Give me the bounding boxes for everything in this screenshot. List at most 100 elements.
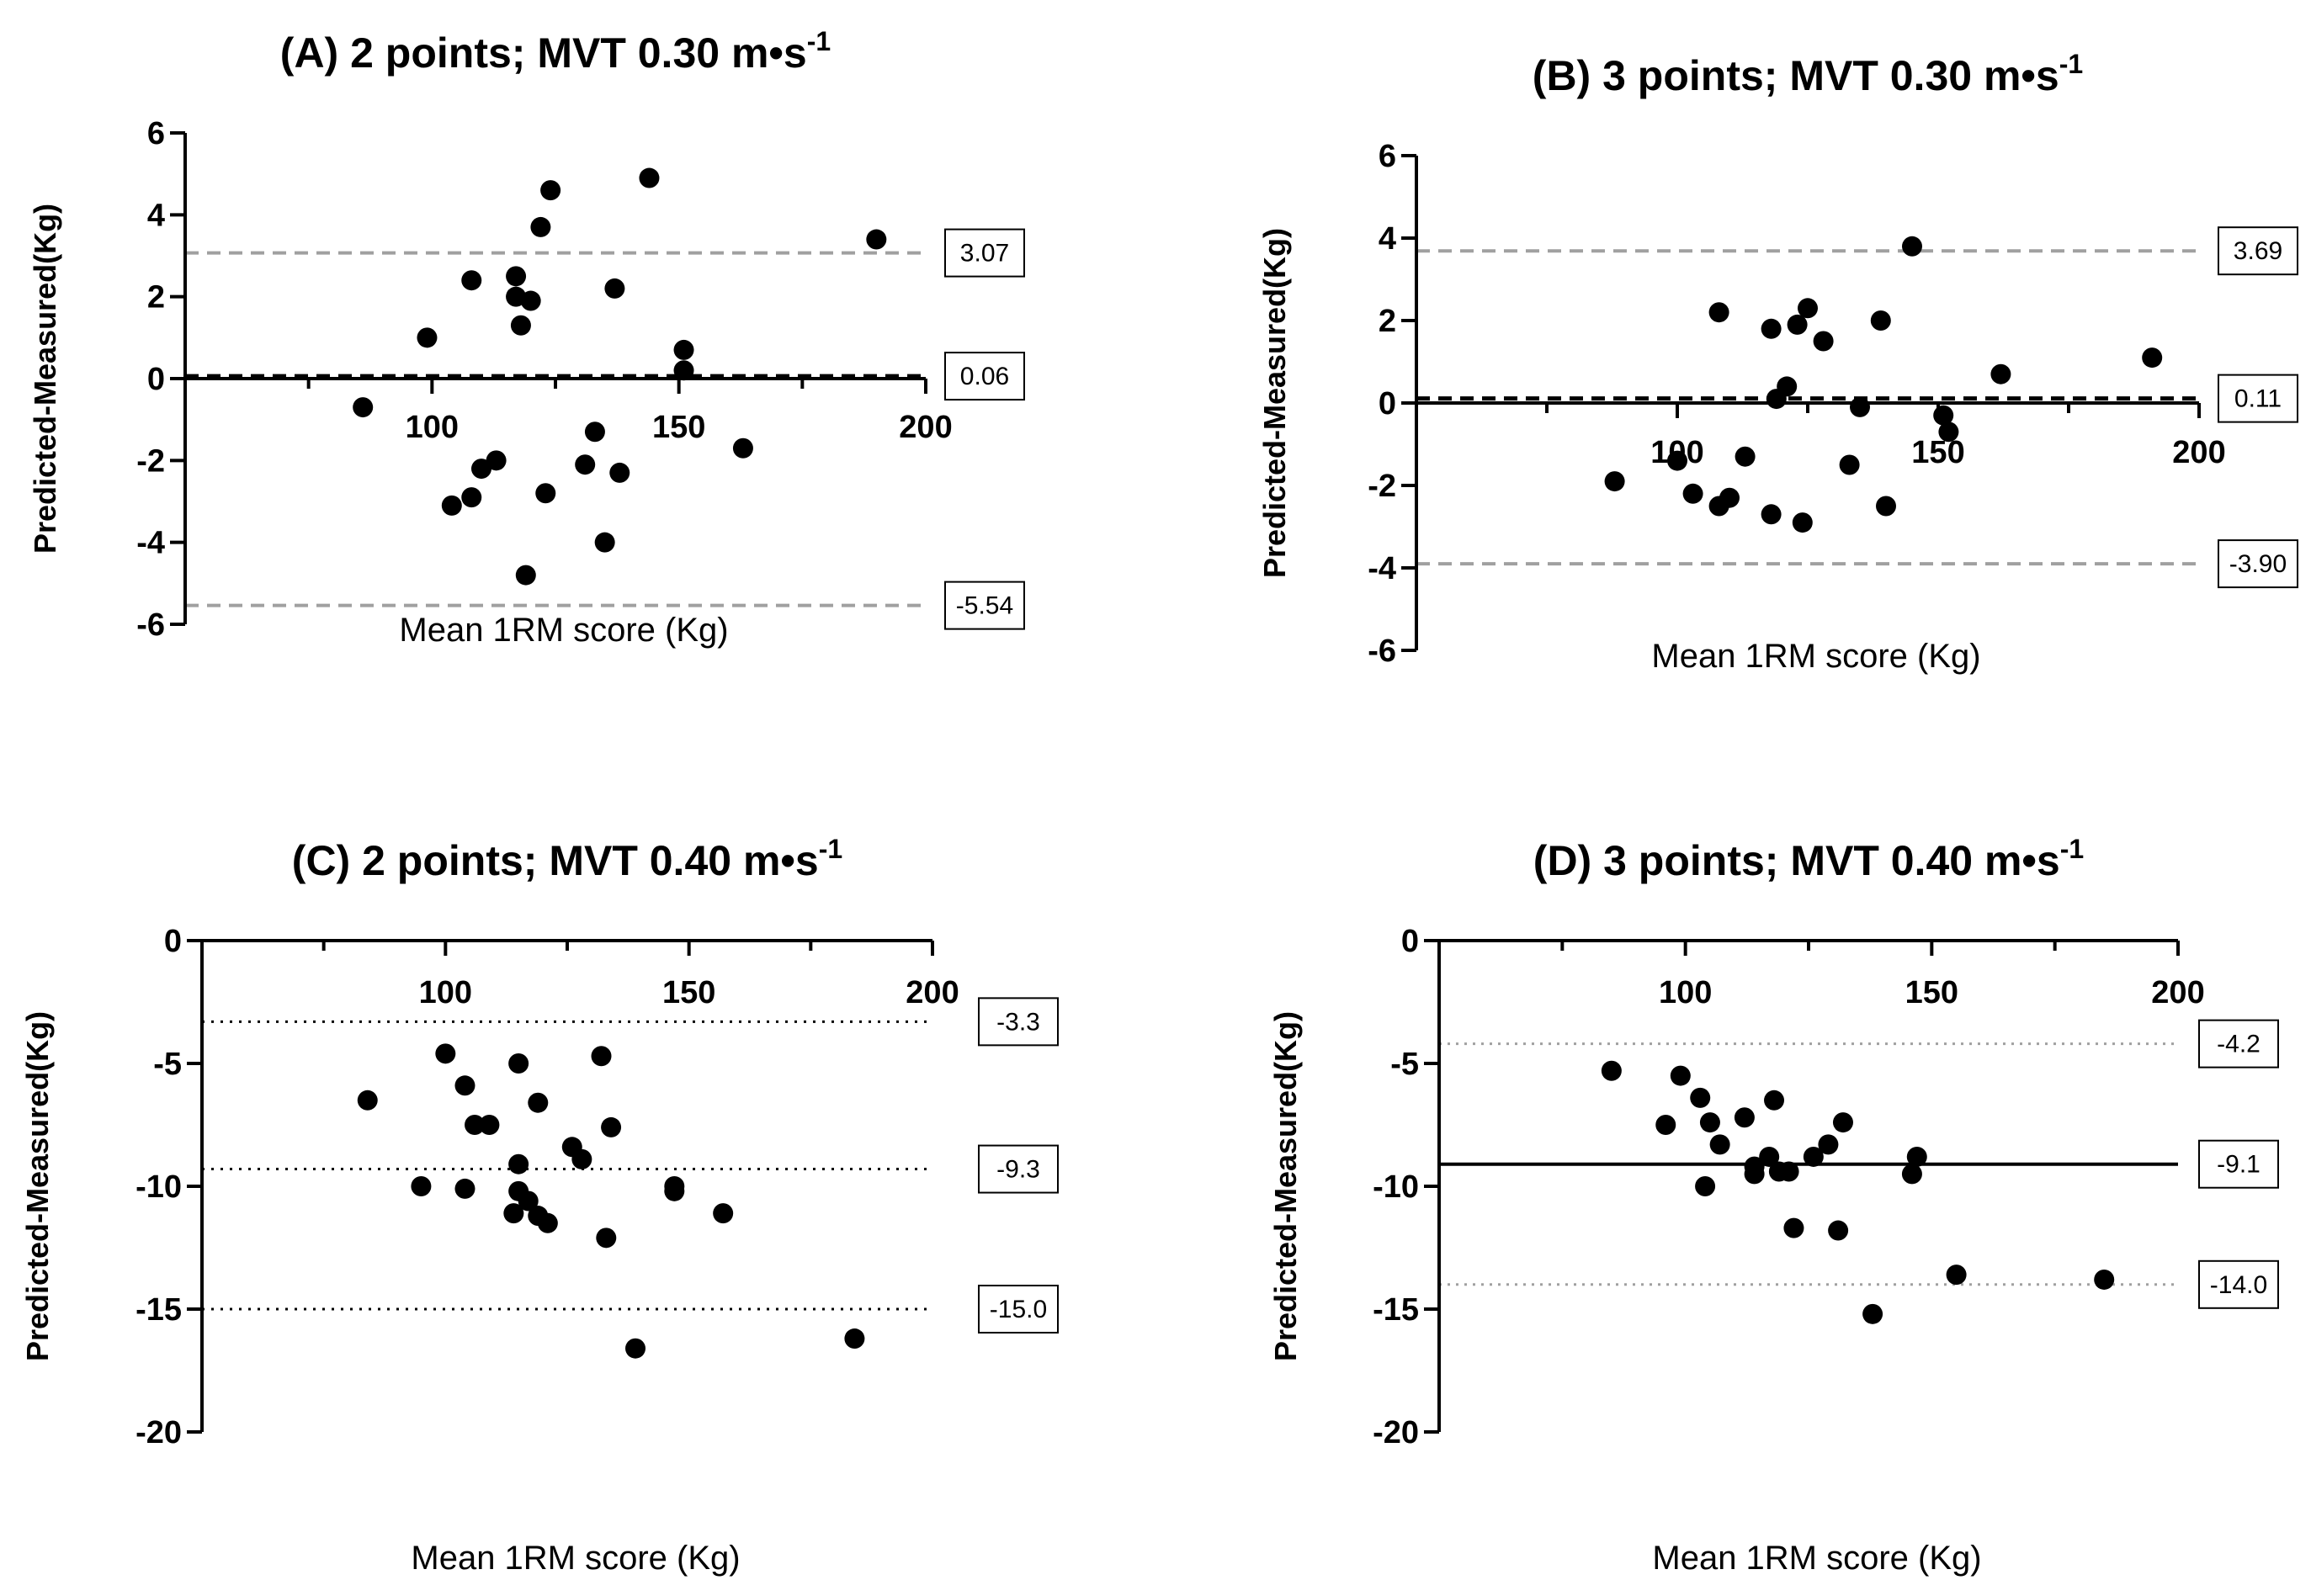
data-point — [503, 1203, 524, 1224]
chart-panel-a: (A) 2 points; MVT 0.30 m•s-1 3.07 0.06 -5.5… — [28, 26, 1025, 649]
data-point — [1901, 1164, 1922, 1185]
data-point — [486, 450, 507, 471]
y-tick-label: -20 — [1373, 1415, 1419, 1450]
data-point — [506, 266, 527, 287]
chart-title-superscript: -1 — [2060, 834, 2084, 864]
data-point — [454, 1178, 475, 1199]
y-tick-label: 4 — [147, 198, 165, 233]
y-tick-label: -2 — [136, 443, 165, 479]
y-tick-label: -5 — [153, 1047, 182, 1082]
reference-label-box-upper_loa — [978, 997, 1059, 1047]
data-point — [518, 1190, 539, 1212]
data-point — [508, 1053, 529, 1074]
x-tick-label: 150 — [1905, 975, 1958, 1010]
x-tick-label: 200 — [906, 975, 959, 1010]
data-point — [537, 1212, 558, 1233]
reference-label-lower_loa: -15.0 — [990, 1296, 1047, 1323]
y-tick-label: 0 — [1379, 386, 1396, 422]
x-tick-label: 100 — [406, 410, 459, 445]
reference-label-box-lower_loa — [978, 1285, 1059, 1334]
data-point — [1938, 422, 1959, 443]
y-tick-label: 6 — [1379, 139, 1396, 174]
data-point — [1902, 236, 1922, 257]
data-point — [1761, 318, 1782, 339]
reference-label-box-upper_loa — [944, 228, 1025, 278]
data-point — [1870, 310, 1891, 331]
data-point — [1946, 1265, 1967, 1286]
data-point — [1709, 1134, 1730, 1155]
y-tick-label: -6 — [136, 607, 165, 643]
data-point — [1695, 1176, 1716, 1196]
data-point — [2142, 347, 2163, 369]
x-tick-label: 150 — [662, 975, 715, 1010]
x-axis-label: Mean 1RM score (Kg) — [411, 1540, 740, 1577]
reference-label-box-bias — [2218, 374, 2298, 423]
data-point — [2094, 1269, 2115, 1290]
reference-label-upper_loa: 3.69 — [2234, 237, 2282, 265]
data-point — [594, 532, 615, 553]
data-point — [1777, 376, 1798, 397]
y-axis-label: Predicted-Measured(Kg) — [1257, 228, 1292, 578]
reference-label-lower_loa: -14.0 — [2210, 1271, 2267, 1299]
data-point — [353, 397, 374, 418]
data-point — [604, 278, 625, 299]
data-point — [1601, 1060, 1622, 1081]
data-point — [441, 495, 462, 516]
data-point — [1735, 446, 1756, 467]
data-point — [1699, 1112, 1720, 1133]
data-point — [461, 487, 482, 508]
chart-title-superscript: -1 — [807, 26, 831, 56]
data-point — [508, 1153, 529, 1174]
data-point — [732, 437, 753, 459]
x-axis-label: Mean 1RM score (Kg) — [399, 612, 728, 649]
reference-label-upper_loa: 3.07 — [960, 240, 1009, 268]
data-point — [1828, 1220, 1849, 1241]
data-point — [673, 339, 694, 360]
data-point — [1744, 1156, 1765, 1177]
chart-title-superscript: -1 — [819, 834, 842, 864]
y-tick-label: 0 — [147, 362, 165, 397]
y-tick-label: 6 — [147, 116, 165, 151]
reference-label-bias: -9.1 — [2217, 1151, 2261, 1179]
data-point — [625, 1338, 646, 1359]
data-point — [575, 454, 596, 475]
data-point — [673, 360, 694, 381]
data-point — [510, 315, 531, 336]
data-point — [1719, 487, 1740, 508]
y-tick-label: -5 — [1390, 1047, 1419, 1082]
reference-label-box-lower_loa — [2198, 1259, 2279, 1309]
data-point — [1734, 1107, 1755, 1128]
y-axis-label: Predicted-Measured(Kg) — [28, 204, 62, 554]
data-point — [1667, 450, 1687, 471]
data-point — [1933, 405, 1954, 426]
data-point — [535, 483, 556, 504]
chart-title-main: (D) 3 points; MVT 0.40 m•s — [1533, 837, 2060, 884]
x-tick-label: 100 — [419, 975, 472, 1010]
data-point — [609, 462, 630, 483]
reference-label-bias: 0.11 — [2234, 385, 2282, 413]
y-tick-label: 2 — [1379, 304, 1396, 339]
data-point — [1792, 512, 1813, 533]
data-point — [1761, 504, 1782, 525]
data-point — [1708, 302, 1729, 323]
data-point — [601, 1116, 622, 1137]
y-tick-label: -15 — [1373, 1292, 1419, 1328]
x-tick-label: 200 — [899, 410, 952, 445]
reference-label-box-lower_loa — [2218, 539, 2298, 589]
data-point — [1764, 1090, 1785, 1111]
y-tick-label: -15 — [135, 1292, 182, 1328]
y-tick-label: -4 — [1368, 551, 1396, 586]
data-point — [844, 1328, 865, 1349]
data-point — [1798, 298, 1818, 319]
data-point — [520, 290, 541, 311]
data-point — [461, 270, 482, 291]
reference-label-box-lower_loa — [944, 581, 1025, 630]
x-tick-label: 200 — [2151, 975, 2204, 1010]
reference-label-bias: 0.06 — [960, 363, 1009, 390]
data-point — [417, 327, 438, 348]
data-point — [465, 1115, 486, 1135]
y-axis-label: Predicted-Measured(Kg) — [1268, 1011, 1303, 1361]
data-point — [479, 1115, 500, 1135]
reference-label-box-upper_loa — [2218, 226, 2298, 276]
